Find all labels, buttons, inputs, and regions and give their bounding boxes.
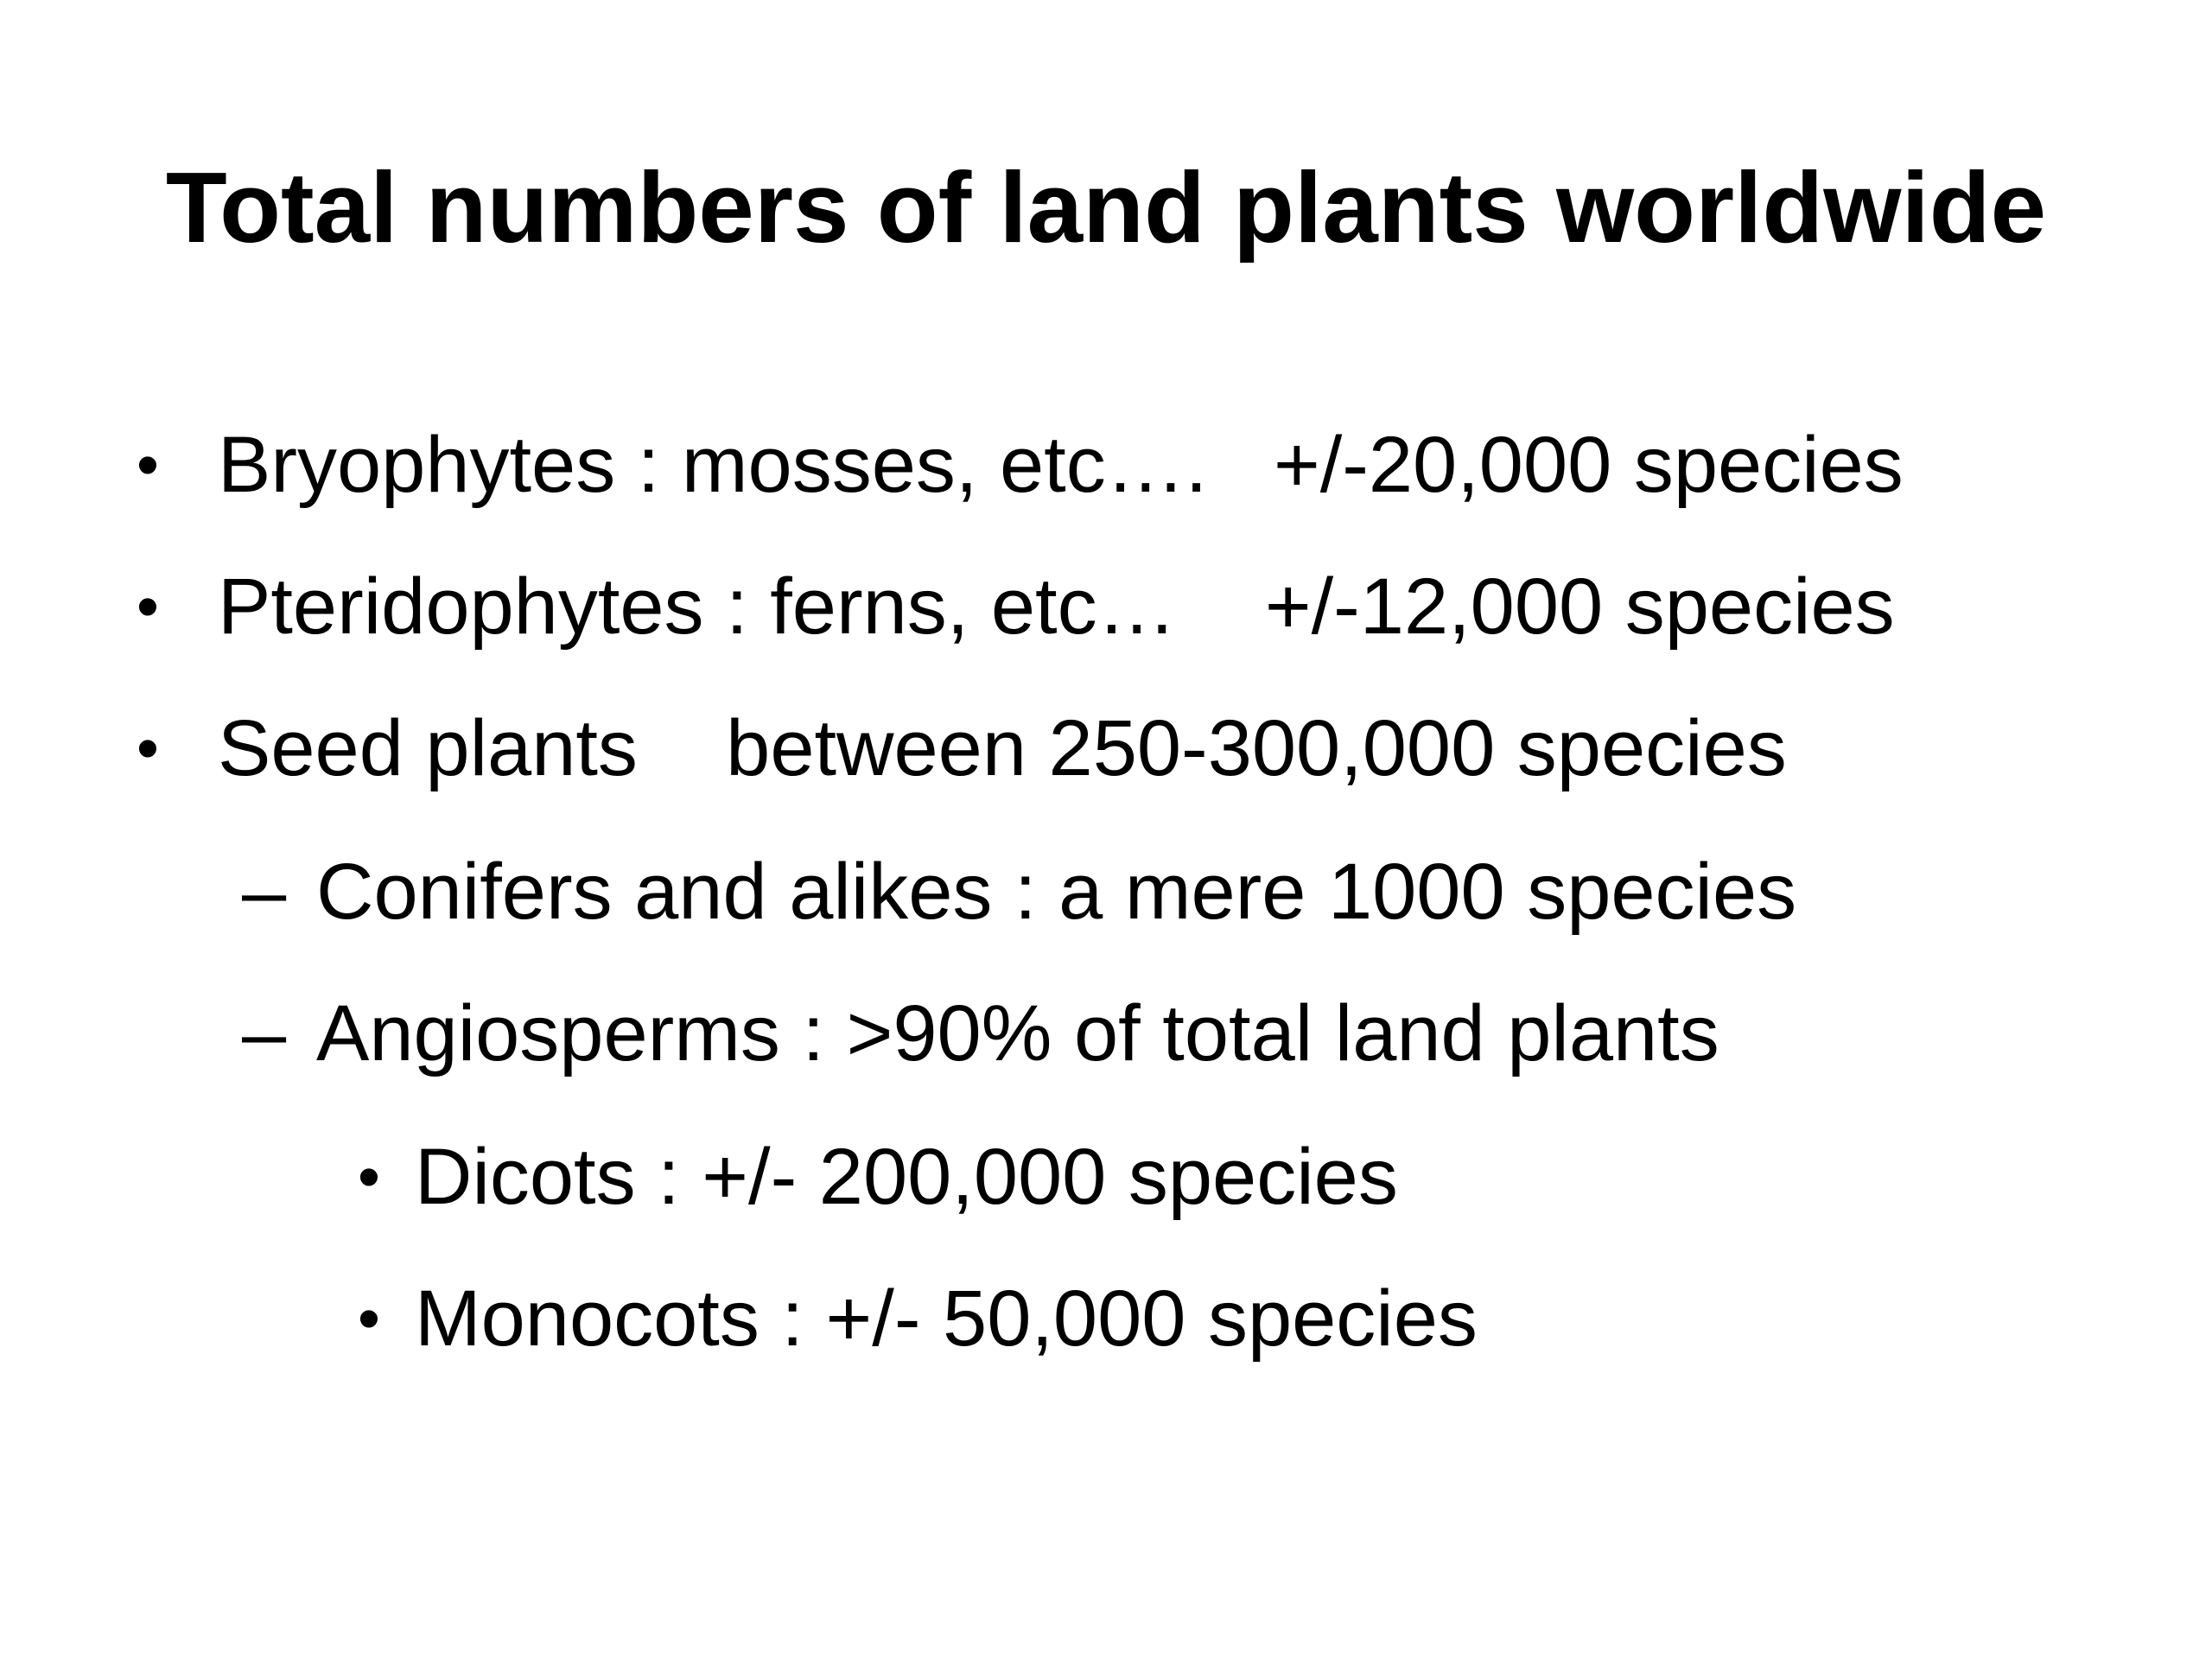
- bullet-marker: •: [137, 429, 159, 500]
- list-item-dicots: • Dicots : +/- 200,000 species: [0, 1125, 2212, 1229]
- dash-marker: –: [242, 848, 287, 936]
- list-item-text: Conifers and alikes : a mere 1000 specie…: [316, 848, 1797, 936]
- list-item-text: Angiosperms : >90% of total land plants: [316, 989, 1719, 1077]
- list-item-text: Seed plants between 250-300,000 species: [218, 704, 1787, 792]
- list-item-conifers: – Conifers and alikes : a mere 1000 spec…: [0, 840, 2212, 944]
- slide-title: Total numbers of land plants worldwide: [165, 151, 2047, 264]
- list-item-text: Dicots : +/- 200,000 species: [415, 1133, 1398, 1221]
- bullet-marker: •: [358, 1282, 380, 1354]
- list-item-angiosperms: – Angiosperms : >90% of total land plant…: [0, 982, 2212, 1085]
- list-item-text: Bryophytes : mosses, etc…. +/-20,000 spe…: [218, 421, 1904, 509]
- list-item-text: Monocots : +/- 50,000 species: [415, 1274, 1478, 1363]
- bullet-marker: •: [358, 1141, 380, 1212]
- list-item-pteridophytes: • Pteridophytes : ferns, etc… +/-12,000 …: [0, 555, 2212, 658]
- list-item-text: Pteridophytes : ferns, etc… +/-12,000 sp…: [218, 563, 1895, 651]
- bullet-marker: •: [137, 570, 159, 642]
- list-item-monocots: • Monocots : +/- 50,000 species: [0, 1267, 2212, 1370]
- dash-marker: –: [242, 989, 287, 1077]
- list-item-seed-plants: • Seed plants between 250-300,000 specie…: [0, 696, 2212, 800]
- list-item-bryophytes: • Bryophytes : mosses, etc…. +/-20,000 s…: [0, 413, 2212, 517]
- bullet-marker: •: [137, 712, 159, 784]
